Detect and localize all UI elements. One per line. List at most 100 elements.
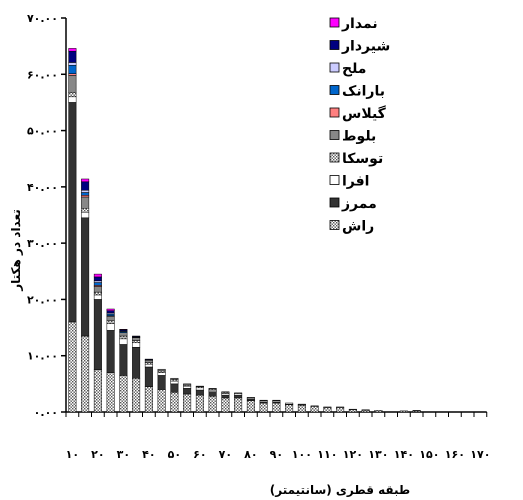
bar-segment <box>234 392 243 394</box>
bar-segment <box>336 407 345 413</box>
bar-segment <box>221 393 230 396</box>
bar-segment <box>119 329 128 331</box>
bar-segment <box>412 410 421 412</box>
bar-segment <box>157 368 166 372</box>
bar-segment <box>68 92 77 98</box>
legend-label: بارانک <box>342 84 385 100</box>
bar-segment <box>132 347 141 379</box>
bar-segment <box>106 323 115 331</box>
bar-segment <box>132 335 141 337</box>
bar-segment <box>81 211 90 219</box>
x-tick-label: ۶۰ <box>193 448 206 461</box>
bar-segment <box>132 377 141 413</box>
bar-segment <box>157 375 166 390</box>
bar-segment <box>68 96 77 103</box>
bar-segment <box>170 383 179 393</box>
x-tick-label: ۳۰ <box>117 448 130 461</box>
bar-segment <box>68 65 77 74</box>
bar-segment <box>132 340 141 344</box>
bar-segment <box>170 377 179 380</box>
legend-swatch <box>329 197 340 208</box>
bar-segment <box>323 406 332 408</box>
bar-segment <box>323 407 332 413</box>
bar-segment <box>285 402 294 405</box>
y-tick-label: ۳۰.۰۰ <box>27 237 58 250</box>
bar-segment <box>208 391 217 397</box>
bar-segment <box>170 392 179 413</box>
bar-segment <box>183 393 192 413</box>
bar-segment <box>119 338 128 345</box>
bar-segment <box>93 280 102 283</box>
bar-segment <box>93 294 102 300</box>
legend-swatch <box>329 62 340 73</box>
bar-segment <box>285 404 294 413</box>
y-tick-label: ۱۰.۰۰ <box>27 350 58 363</box>
bar-segment <box>221 397 230 413</box>
bar-segment <box>81 335 90 413</box>
bar-segment <box>272 399 281 402</box>
bar-segment <box>93 291 102 296</box>
x-tick-label: ۱۱۰ <box>317 448 337 461</box>
bar-segment <box>399 410 408 413</box>
bar-segment <box>170 380 179 385</box>
legend-swatch <box>329 175 340 185</box>
x-tick-label: ۷۰ <box>219 448 232 461</box>
x-tick-label: ۲۰ <box>91 448 104 461</box>
bar-segment <box>310 405 319 407</box>
y-axis-title: تعداد در هکتار <box>9 209 23 292</box>
bars <box>68 48 421 413</box>
x-axis-title: طبقه قطری (سانتیمتر) <box>270 483 410 497</box>
legend-swatch <box>329 40 340 50</box>
bar-segment <box>336 406 345 408</box>
bar-segment <box>259 402 268 413</box>
x-tick-label: ۱۶۰ <box>445 448 465 461</box>
bar-segment <box>68 48 77 52</box>
x-tick-label: ۱۴۰ <box>394 448 414 461</box>
bar-segment <box>81 189 90 193</box>
bar-segment <box>208 388 217 390</box>
bar-segment <box>297 403 306 405</box>
legend-swatch <box>329 85 340 95</box>
bar-segment <box>81 207 90 213</box>
bar-segment <box>144 362 153 365</box>
bar-segment <box>297 404 306 413</box>
bar-segment <box>221 391 230 393</box>
legend-label: نمدار <box>341 16 378 32</box>
bar-segment <box>81 196 90 209</box>
bar-segment <box>246 400 255 413</box>
bar-segment <box>93 282 102 286</box>
bar-segment <box>81 192 90 196</box>
bar-segment <box>93 369 102 413</box>
y-tick-label: ۶۰.۰۰ <box>27 68 58 81</box>
bar-segment <box>361 409 370 411</box>
legend-swatch <box>329 107 340 118</box>
x-tick-label: ۹۰ <box>270 448 283 461</box>
bar-segment <box>106 330 115 373</box>
x-tick-label: ۴۰ <box>142 448 155 461</box>
bar-segment <box>348 409 357 413</box>
bar-segment <box>157 372 166 376</box>
bar-segment <box>272 402 281 413</box>
bar-segment <box>234 397 243 413</box>
bar-segment <box>195 387 204 391</box>
bar-segment <box>183 385 192 389</box>
bar-segment <box>119 344 128 376</box>
x-tick-label: ۱۵۰ <box>419 448 439 461</box>
bar-segment <box>119 332 128 337</box>
bar-segment <box>348 408 357 411</box>
legend-swatch <box>329 17 340 28</box>
y-axis: ۰.۰۰ ۱۰.۰۰ ۲۰.۰۰ ۳۰.۰۰ ۴۰.۰۰ ۵۰.۰۰ ۶۰.۰۰ ۷۰.۰۰ <box>27 12 67 419</box>
bar-segment <box>81 181 90 191</box>
y-tick-label: ۷۰.۰۰ <box>27 12 58 25</box>
x-tick-label: ۱۳۰ <box>368 448 388 461</box>
legend-label: ملح <box>342 61 366 77</box>
bar-segment <box>221 394 230 399</box>
bar-segment <box>119 335 128 340</box>
y-tick-label: ۲۰.۰۰ <box>27 293 58 306</box>
legend-label: افرا <box>342 174 369 190</box>
bar-segment <box>132 342 141 348</box>
bar-segment <box>106 313 115 317</box>
bar-segment <box>68 73 77 76</box>
bar-segment <box>310 406 319 413</box>
